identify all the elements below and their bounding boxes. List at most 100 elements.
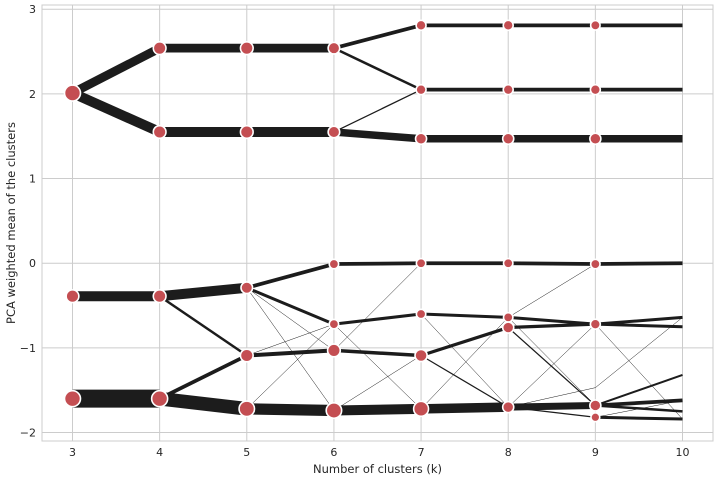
cluster-edge	[158, 353, 248, 401]
cluster-edge	[508, 406, 596, 418]
cluster-edge	[421, 312, 509, 319]
cluster-node	[328, 258, 340, 270]
cluster-node	[238, 400, 256, 418]
cluster-node	[328, 318, 340, 330]
x-tick-label: 3	[69, 446, 76, 459]
cluster-edge	[246, 262, 335, 290]
cluster-node	[239, 41, 254, 56]
y-tick-label: 1	[29, 173, 36, 186]
x-axis-label: Number of clusters (k)	[313, 462, 442, 476]
cluster-node	[589, 318, 602, 330]
edges	[70, 23, 683, 421]
cluster-edge	[333, 263, 422, 351]
y-axis-label: PCA weighted mean of the clusters	[4, 122, 18, 324]
cluster-edge	[70, 44, 162, 97]
cluster-edge	[333, 47, 422, 91]
cluster-edge	[70, 88, 162, 137]
cluster-node	[502, 311, 514, 323]
cluster-edge	[420, 354, 509, 408]
cluster-edge	[595, 400, 683, 418]
cluster-node	[325, 402, 343, 420]
cluster-edge	[158, 391, 248, 416]
cluster-node	[326, 343, 342, 358]
cluster-node	[502, 19, 514, 32]
cluster-edge	[508, 387, 596, 408]
cluster-node	[501, 132, 515, 146]
cluster-edge	[508, 401, 596, 411]
cluster-node	[415, 19, 427, 32]
plot-frame	[41, 4, 714, 442]
cluster-edge	[246, 348, 335, 358]
cluster-edge	[246, 287, 335, 411]
cluster-node	[415, 83, 427, 96]
cluster-node	[412, 400, 430, 418]
cluster-edge	[507, 327, 596, 406]
y-tick-label: 0	[29, 257, 36, 270]
cluster-edge	[333, 23, 422, 50]
cluster-edge	[508, 323, 596, 408]
cluster-edge	[159, 282, 248, 302]
cluster-node	[589, 83, 602, 96]
x-tick-label: 10	[676, 446, 690, 459]
cluster-edge	[420, 326, 509, 358]
cluster-node	[414, 348, 428, 363]
cluster-node	[63, 84, 82, 102]
x-tick-labels: 3 4 5 6 7 8 9 10	[69, 446, 690, 459]
cluster-node	[589, 132, 602, 146]
cluster-node	[502, 83, 514, 96]
cluster-edge	[595, 322, 683, 329]
cluster-node	[327, 41, 341, 55]
cluster-node	[590, 412, 601, 423]
cluster-node	[415, 257, 427, 269]
x-tick-label: 8	[505, 446, 512, 459]
cluster-edge	[420, 402, 509, 414]
cluster-edge	[333, 323, 422, 410]
cluster-edge	[508, 322, 596, 330]
cluster-edge	[508, 261, 596, 266]
cluster-edge	[158, 295, 248, 357]
x-tick-label: 9	[592, 446, 599, 459]
x-tick-label: 4	[156, 446, 163, 459]
cluster-node	[239, 124, 254, 140]
cluster-edge	[595, 374, 683, 407]
cluster-node	[501, 321, 515, 334]
cluster-edge	[595, 261, 683, 266]
cluster-node	[589, 258, 601, 270]
y-tick-labels: −2 −1 0 1 2 3	[20, 3, 36, 439]
cluster-node	[152, 124, 167, 140]
cluster-edge	[420, 313, 509, 408]
cluster-node	[152, 41, 167, 56]
cluster-edge	[333, 89, 422, 133]
y-tick-label: 3	[29, 3, 36, 16]
cluster-edge	[333, 403, 422, 416]
cluster-edge	[246, 287, 335, 351]
cluster-edge	[595, 317, 683, 388]
cluster-edge	[508, 263, 596, 318]
cluster-edge	[333, 312, 422, 326]
cluster-node	[589, 19, 601, 31]
cluster-edge	[333, 128, 422, 143]
cluster-edge	[595, 415, 683, 421]
cluster-edge	[595, 404, 683, 413]
nodes	[63, 19, 602, 423]
y-tick-label: −2	[20, 427, 36, 440]
cluster-edge	[508, 317, 596, 406]
cluster-node	[65, 289, 80, 304]
cluster-node	[415, 308, 427, 320]
cluster-node	[150, 389, 169, 408]
cluster-node	[239, 348, 254, 363]
cluster-edge	[420, 317, 509, 410]
cluster-edge	[246, 323, 335, 356]
cluster-node	[589, 399, 602, 412]
x-tick-label: 6	[330, 446, 337, 459]
cluster-node	[502, 257, 514, 269]
cluster-edge	[595, 315, 683, 326]
cluster-edge	[595, 398, 683, 408]
x-tick-label: 7	[418, 446, 425, 459]
cluster-node	[327, 125, 341, 139]
cluster-node	[414, 132, 428, 146]
y-tick-label: 2	[29, 88, 36, 101]
cluster-node	[63, 389, 82, 408]
